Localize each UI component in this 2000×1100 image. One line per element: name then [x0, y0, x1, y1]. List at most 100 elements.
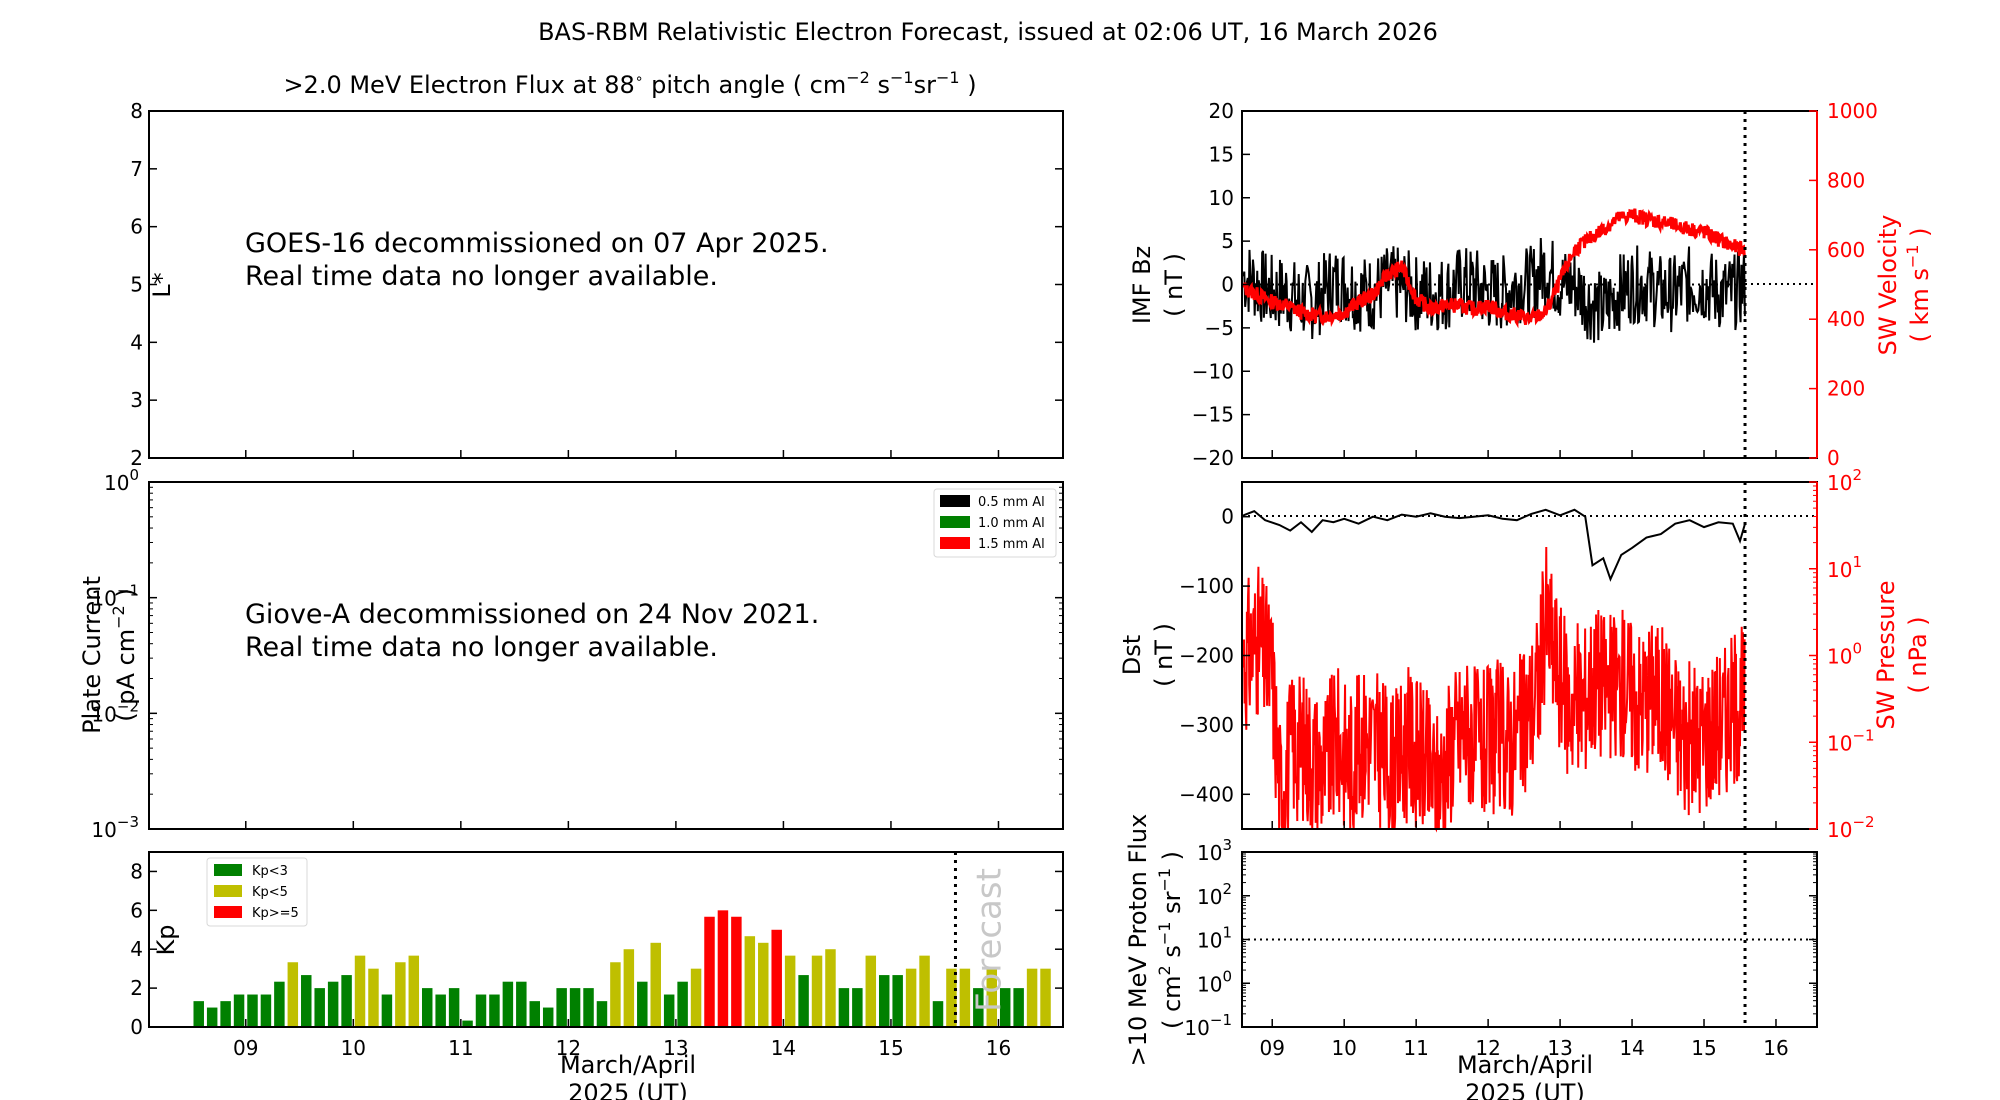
y-tick-label: 10−2 — [91, 697, 139, 726]
kp-bar — [690, 968, 702, 1027]
proton-ylabel-line2: ( cm2 s−1 sr−1 ) — [1155, 851, 1186, 1029]
y-tick-label: 7 — [130, 157, 143, 181]
x-tick-label: 16 — [1763, 1036, 1788, 1060]
plate-current-ylabel-line2: ( pA cm−2 ) — [109, 588, 140, 721]
kp-bar — [596, 1001, 608, 1027]
giove-message-line2: Real time data no longer available. — [245, 632, 718, 663]
y-tick-label: 101 — [1197, 924, 1232, 953]
y-tick-label: 5 — [1221, 229, 1234, 253]
kp-bar — [610, 962, 621, 1027]
goes-message-line2: Real time data no longer available. — [245, 261, 718, 292]
legend-swatch-1-5mm — [940, 537, 970, 549]
y-tick-label-right: 10−1 — [1827, 726, 1875, 755]
y-tick-label: −10 — [1192, 359, 1234, 383]
y-tick-label: 10−3 — [91, 813, 139, 842]
kp-bar — [206, 1007, 218, 1027]
y-tick-label-right: 102 — [1827, 466, 1862, 495]
kp-bar — [865, 955, 877, 1027]
sw-pressure-ylabel-line1: SW Pressure — [1872, 580, 1900, 729]
proton-flux-panel: 103 102 101 100 10−1 09 10 11 12 13 14 15 16 >10 Me… — [1124, 814, 1818, 1100]
legend-label-1-0mm: 1.0 mm Al — [978, 516, 1045, 531]
proton-ylabel-line1: >10 MeV Proton Flux — [1124, 814, 1152, 1067]
y-tick-label: 0 — [1221, 505, 1234, 529]
kp-bar — [287, 962, 299, 1027]
legend-label-kp-lt3: Kp<3 — [252, 864, 288, 879]
kp-bar — [852, 988, 863, 1027]
kp-bar — [314, 988, 325, 1027]
y-tick-label: −15 — [1192, 403, 1234, 427]
y-tick-label-right: 200 — [1827, 377, 1865, 401]
imf-ylabel-line2: ( nT ) — [1160, 253, 1188, 317]
dst-line — [1243, 508, 1746, 582]
imf-ylabel-line1: IMF Bz — [1128, 246, 1156, 324]
kp-bar — [986, 968, 998, 1027]
x-tick-label: 14 — [771, 1036, 796, 1060]
y-tick-label: 0 — [130, 1015, 143, 1039]
electron-flux-panel: >2.0 MeV Electron Flux at 88∘ pitch angl… — [130, 68, 1064, 470]
y-tick-label-right: 10−2 — [1827, 813, 1875, 842]
figure-title: BAS-RBM Relativistic Electron Forecast, … — [538, 18, 1438, 46]
x-tick-label: 15 — [878, 1036, 903, 1060]
kp-bar — [274, 981, 285, 1027]
y-tick-label: 20 — [1209, 99, 1234, 123]
imf-bz-line — [1242, 237, 1746, 343]
dst-ylabel-line1: Dst — [1118, 635, 1146, 675]
sw-pressure-line — [1242, 546, 1746, 833]
x-tick-label: 09 — [1259, 1036, 1284, 1060]
legend-swatch-kp-lt5 — [214, 885, 242, 897]
kp-bar — [959, 968, 971, 1027]
x-tick-label: 15 — [1691, 1036, 1716, 1060]
sw-velocity-ylabel-line1: SW Velocity — [1874, 215, 1902, 356]
y-tick-label-right: 0 — [1827, 446, 1840, 470]
y-tick-label: 15 — [1209, 142, 1234, 166]
y-tick-label-right: 600 — [1827, 238, 1865, 262]
y-tick-label-right: 101 — [1827, 553, 1862, 582]
y-tick-label-right: 400 — [1827, 307, 1865, 331]
y-tick-label: 5 — [130, 273, 143, 297]
plate-current-panel: 100 10−1 10−2 10−3 Plate Current ( pA cm−2 … — [78, 466, 1064, 842]
kp-bar — [556, 988, 567, 1027]
kp-bar — [569, 988, 581, 1027]
kp-bar — [999, 988, 1011, 1027]
kp-bar — [301, 975, 312, 1027]
electron-flux-ylabel: L* — [148, 272, 176, 297]
x-tick-label: 11 — [448, 1036, 473, 1060]
kp-bar — [489, 994, 500, 1027]
kp-bar — [677, 981, 688, 1027]
kp-bar — [811, 955, 823, 1027]
x-tick-label: 13 — [663, 1036, 688, 1060]
kp-bar — [341, 975, 352, 1027]
x-tick-label: 09 — [233, 1036, 258, 1060]
kp-xlabel-line1: March/April — [560, 1051, 696, 1079]
plate-current-legend: 0.5 mm Al 1.0 mm Al 1.5 mm Al — [933, 488, 1057, 558]
kp-bar — [731, 916, 742, 1027]
y-tick-label: 2 — [130, 976, 143, 1000]
x-tick-label: 10 — [341, 1036, 366, 1060]
kp-legend: Kp<3 Kp<5 Kp>=5 — [206, 857, 308, 927]
kp-bar — [583, 988, 594, 1027]
kp-bar — [233, 994, 245, 1027]
y-tick-label: 4 — [130, 330, 143, 354]
kp-ylabel: Kp — [152, 925, 180, 956]
kp-bar — [878, 975, 890, 1027]
y-tick-label: −100 — [1179, 574, 1234, 598]
kp-bar — [1013, 988, 1024, 1027]
kp-bar — [368, 968, 379, 1027]
legend-swatch-1-0mm — [940, 516, 970, 528]
legend-label-kp-lt5: Kp<5 — [252, 885, 288, 900]
giove-message-line1: Giove-A decommissioned on 24 Nov 2021. — [245, 599, 819, 630]
kp-bar — [650, 942, 661, 1027]
kp-panel: Forecast 0 2 4 6 8 09 10 11 12 13 14 15 16 Kp March… — [130, 851, 1064, 1100]
sw-velocity-ylabel-line2: ( km s−1 ) — [1903, 228, 1934, 343]
kp-bar — [892, 975, 903, 1027]
x-tick-label: 11 — [1403, 1036, 1428, 1060]
kp-bar — [946, 968, 957, 1027]
y-tick-label: −5 — [1205, 316, 1234, 340]
x-tick-label: 10 — [1331, 1036, 1356, 1060]
y-tick-label-right: 1000 — [1827, 99, 1878, 123]
electron-flux-title: >2.0 MeV Electron Flux at 88∘ pitch angl… — [283, 68, 976, 99]
x-tick-label: 13 — [1547, 1036, 1572, 1060]
proton-axes — [1241, 851, 1818, 1028]
